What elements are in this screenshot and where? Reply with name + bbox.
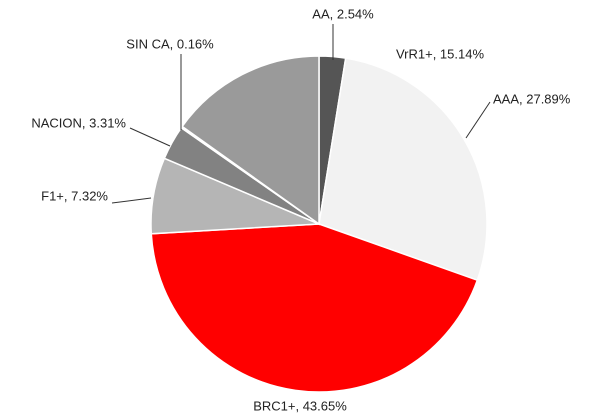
- leader-line: [465, 101, 491, 139]
- slice: [150, 223, 479, 393]
- data-label: SIN CA, 0.16%: [126, 36, 214, 51]
- data-label: VrR1+, 15.14%: [396, 46, 484, 61]
- labels: AA, 2.54% AAA, 27.89% BRC1+, 43.65% F1+, 7.…: [31, 6, 570, 413]
- leader-line: [111, 197, 152, 204]
- data-label: F1+, 7.32%: [41, 188, 108, 203]
- slice: [181, 55, 320, 226]
- data-label: NACION, 3.31%: [31, 115, 126, 130]
- leader-line: [129, 127, 171, 147]
- data-label: AAA, 27.89%: [493, 91, 571, 106]
- data-label: AA, 2.54%: [312, 6, 374, 21]
- pie: [150, 55, 488, 393]
- data-label: BRC1+, 43.65%: [253, 398, 347, 413]
- slice: [318, 57, 488, 282]
